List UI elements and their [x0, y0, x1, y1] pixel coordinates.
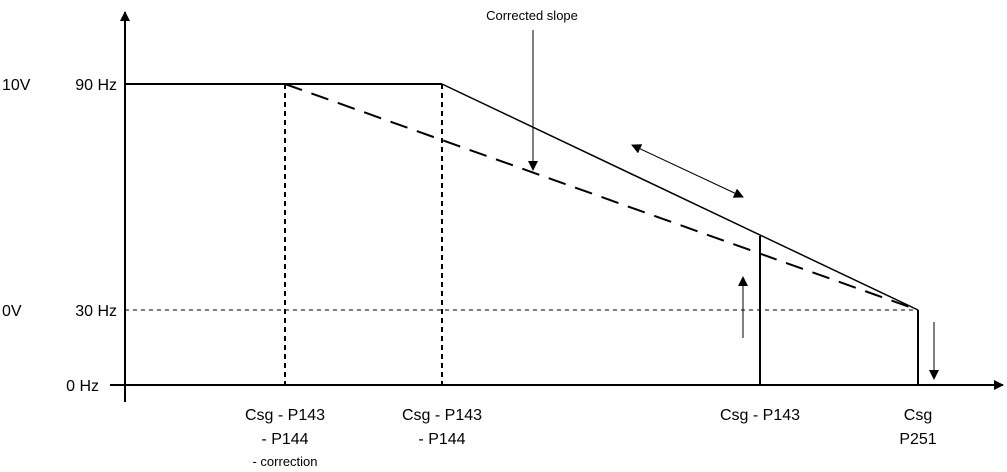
xlabel-c-line1: Csg - P143 [720, 407, 800, 424]
xlabel-a-line1: Csg - P143 [245, 407, 325, 424]
xlabel-a-line3: - correction [252, 454, 317, 469]
label-30hz: 30 Hz [75, 303, 117, 320]
corrected-slope-line [284, 83, 919, 311]
xlabel-b-line2: - P144 [418, 431, 465, 448]
xlabel-d-line2: P251 [899, 431, 936, 448]
annotation-corrected-slope: Corrected slope [486, 8, 578, 23]
original-slope-line [441, 83, 919, 311]
xlabel-d-line1: Csg [904, 407, 932, 424]
xlabel-b-line1: Csg - P143 [402, 407, 482, 424]
label-0hz: 0 Hz [66, 378, 99, 395]
xlabel-a-line2: - P144 [261, 431, 308, 448]
label-0v: 0V [2, 303, 22, 320]
label-10v: 10V [2, 77, 31, 94]
double-arrow [631, 144, 744, 198]
label-90hz: 90 Hz [75, 77, 117, 94]
